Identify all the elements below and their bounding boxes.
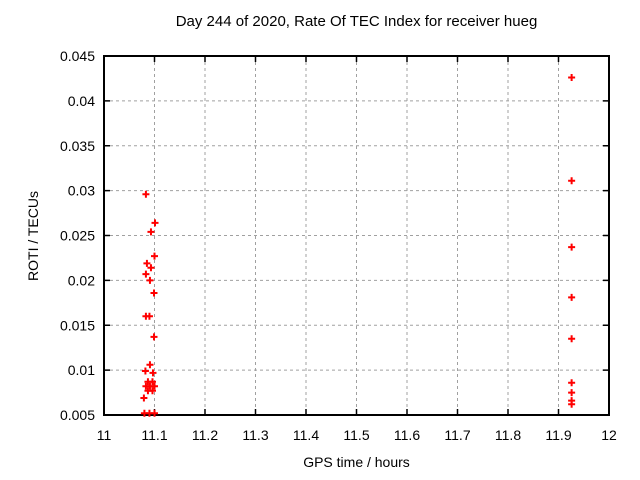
y-tick-label: 0.045 [60, 48, 95, 64]
data-point [140, 394, 148, 402]
x-tick-label: 12 [601, 427, 617, 443]
x-tick-label: 11.3 [242, 427, 268, 443]
x-tick-label: 11.2 [192, 427, 218, 443]
data-point [148, 387, 156, 395]
data-point [143, 259, 151, 267]
data-point [142, 270, 150, 278]
data-point [151, 409, 158, 417]
data-point [145, 312, 153, 320]
y-tick-label: 0.025 [60, 228, 95, 244]
data-point [151, 252, 158, 260]
data-point [146, 361, 154, 369]
y-tick-label: 0.035 [60, 138, 95, 154]
x-tick-label: 11.8 [495, 427, 521, 443]
data-point [149, 369, 157, 377]
data-point [568, 74, 576, 82]
y-tick-label: 0.005 [60, 407, 95, 423]
x-tick-label: 11.4 [293, 427, 319, 443]
x-tick-label: 11.1 [141, 427, 167, 443]
x-tick-label: 11.6 [394, 427, 420, 443]
x-tick-label: 11.9 [545, 427, 571, 443]
data-point [568, 400, 576, 408]
y-tick-label: 0.03 [68, 183, 95, 199]
data-point [568, 379, 576, 387]
data-point [147, 228, 155, 236]
x-tick-label: 11.7 [444, 427, 470, 443]
data-point [141, 367, 149, 375]
x-tick-label: 11.5 [343, 427, 369, 443]
data-point [148, 378, 156, 386]
x-tick-label: 11 [97, 427, 112, 443]
data-point [568, 389, 576, 397]
data-point [568, 335, 576, 343]
data-point [151, 382, 158, 390]
data-point [150, 289, 158, 297]
data-point [568, 243, 576, 251]
y-tick-label: 0.015 [60, 317, 95, 333]
data-point [142, 190, 150, 198]
data-point [147, 264, 155, 272]
data-point [146, 276, 154, 284]
x-axis-label: GPS time / hours [303, 454, 410, 470]
chart-title: Day 244 of 2020, Rate Of TEC Index for r… [175, 13, 538, 30]
data-point [568, 177, 576, 185]
data-point [151, 219, 159, 227]
data-point [568, 293, 576, 301]
y-tick-label: 0.04 [68, 93, 95, 109]
y-tick-label: 0.02 [68, 272, 95, 288]
data-point [150, 333, 158, 341]
y-tick-label: 0.01 [68, 362, 95, 378]
